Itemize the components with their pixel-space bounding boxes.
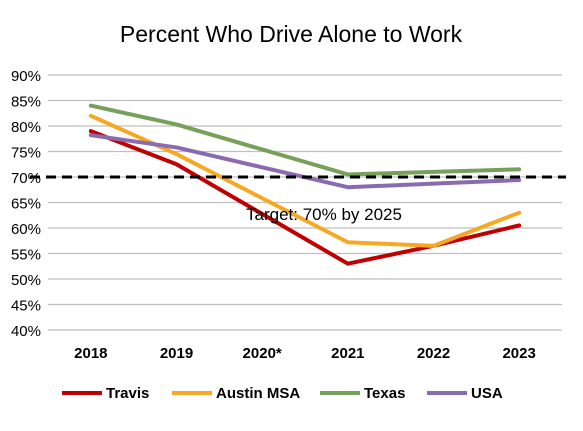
target-label: Target: 70% by 2025: [246, 205, 402, 224]
legend-label: Travis: [106, 385, 149, 402]
x-tick-label: 2019: [160, 345, 193, 362]
y-tick-label: 45%: [11, 298, 41, 315]
series-line-0: [88, 129, 522, 266]
legend-label: Texas: [364, 385, 405, 402]
x-tick-label: 2023: [502, 345, 535, 362]
y-tick-label: 50%: [11, 272, 41, 289]
series-line-3: [88, 133, 522, 190]
y-axis-tick-labels: 90% 85% 80% 75% 70% 65% 60% 55% 50% 45% 40%: [11, 68, 41, 340]
legend: Travis Austin MSA Texas USA: [62, 385, 503, 402]
y-tick-label: 85%: [11, 94, 41, 111]
series-line-1: [88, 113, 522, 248]
y-tick-label: 55%: [11, 247, 41, 264]
y-tick-label: 90%: [11, 68, 41, 85]
series-lines: [88, 103, 522, 266]
x-axis-tick-labels: 2018 2019 2020* 2021 2022 2023: [74, 345, 536, 362]
legend-label: USA: [471, 385, 503, 402]
y-tick-label: 65%: [11, 196, 41, 213]
legend-label: Austin MSA: [216, 385, 300, 402]
x-tick-label: 2021: [331, 345, 364, 362]
y-tick-label: 40%: [11, 323, 41, 340]
x-tick-label: 2018: [74, 345, 107, 362]
chart-title: Percent Who Drive Alone to Work: [120, 21, 463, 47]
y-tick-label: 60%: [11, 221, 41, 238]
series-line-2: [88, 103, 522, 177]
y-tick-label: 70%: [11, 170, 41, 187]
x-tick-label: 2020*: [243, 345, 282, 362]
y-tick-label: 80%: [11, 119, 41, 136]
y-tick-label: 75%: [11, 145, 41, 162]
x-tick-label: 2022: [417, 345, 450, 362]
